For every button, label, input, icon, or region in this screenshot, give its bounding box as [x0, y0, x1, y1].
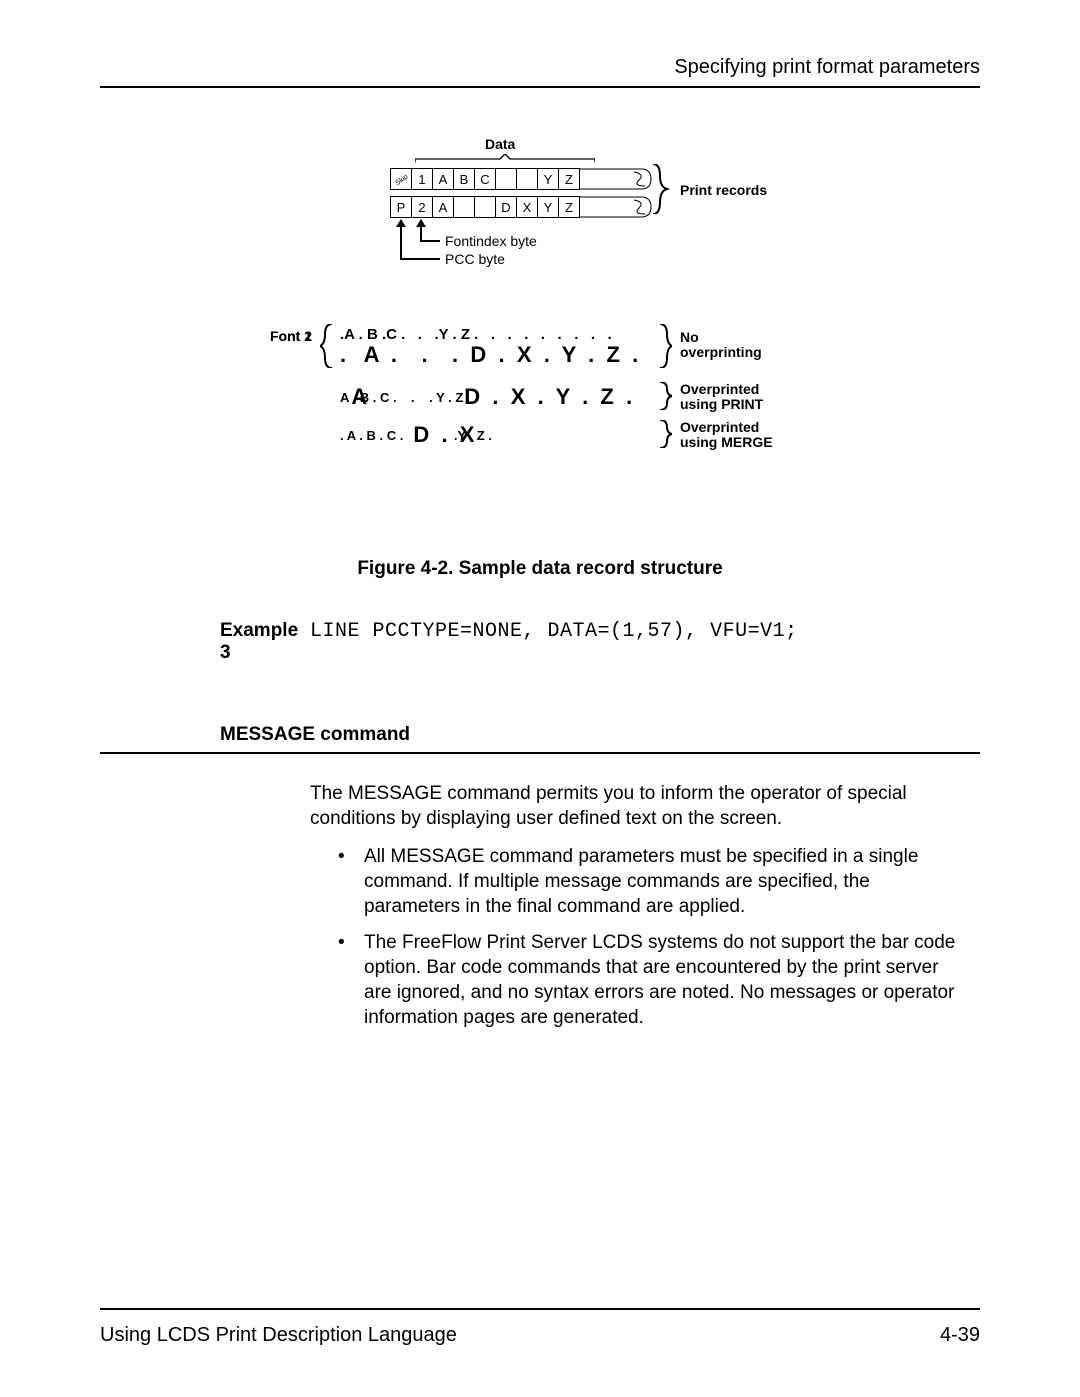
example-code: LINE PCCTYPE=NONE, DATA=(1,57), VFU=V1; — [310, 620, 798, 643]
footer-right: 4-39 — [940, 1324, 980, 1347]
data-top-brace — [415, 154, 595, 164]
record-row-1: Skip 1 A B C Y Z — [390, 168, 659, 190]
cell — [453, 196, 475, 218]
cell: C — [474, 168, 496, 190]
cell: X — [516, 196, 538, 218]
cell: A — [432, 196, 454, 218]
cell: B — [453, 168, 475, 190]
no-overprint-label: No overprinting — [680, 330, 762, 361]
cell — [495, 168, 517, 190]
over-print-label: Overprinted using PRINT — [680, 382, 763, 413]
section-bullet-list: All MESSAGE command parameters must be s… — [100, 845, 980, 1030]
tape-tail — [579, 196, 659, 218]
figure-caption: Figure 4-2. Sample data record structure — [100, 558, 980, 580]
list-item: The FreeFlow Print Server LCDS systems d… — [338, 931, 970, 1030]
record-row-2: P 2 A D X Y Z — [390, 196, 659, 218]
cell: Z — [558, 196, 580, 218]
cell — [516, 168, 538, 190]
pcc-label: PCC byte — [445, 251, 505, 267]
font2-label: Font 2 — [270, 328, 312, 344]
line — [400, 258, 440, 260]
brace-icon — [658, 420, 672, 448]
brace-icon — [658, 382, 672, 410]
header-title: Specifying print format parameters — [674, 56, 980, 79]
example-label: Example 3 — [100, 620, 310, 664]
overprint-merge-big: D . X — [340, 422, 474, 448]
cell: Y — [537, 168, 559, 190]
header-rule: Specifying print format parameters — [100, 56, 980, 88]
footer: Using LCDS Print Description Language 4-… — [100, 1308, 980, 1347]
cell: D — [495, 196, 517, 218]
diagram: Data Skip 1 A B C Y Z — [100, 138, 980, 498]
arrow-icon — [420, 220, 422, 242]
tape-tail — [579, 168, 659, 190]
cell: 2 — [411, 196, 433, 218]
fontindex-label: Fontindex byte — [445, 233, 537, 249]
cell: Y — [537, 196, 559, 218]
over-merge-label: Overprinted using MERGE — [680, 420, 773, 451]
cell: A — [432, 168, 454, 190]
brace-icon — [320, 324, 334, 368]
list-item: All MESSAGE command parameters must be s… — [338, 845, 970, 919]
brace-icon — [658, 324, 672, 368]
footer-left: Using LCDS Print Description Language — [100, 1324, 457, 1347]
section-heading: MESSAGE command — [100, 724, 980, 754]
cell: P — [390, 196, 412, 218]
cell — [474, 196, 496, 218]
overprint-print-big: A D . X . Y . Z . — [340, 384, 632, 410]
cell: 1 — [411, 168, 433, 190]
skip-icon: Skip — [390, 168, 412, 190]
page: Specifying print format parameters Data … — [0, 0, 1080, 1397]
example-row: Example 3 LINE PCCTYPE=NONE, DATA=(1,57)… — [100, 620, 980, 664]
data-label: Data — [485, 136, 515, 152]
svg-text:Skip: Skip — [394, 173, 409, 187]
line — [420, 240, 440, 242]
brace-icon — [650, 164, 670, 214]
print-records-label: Print records — [680, 182, 767, 198]
section-paragraph: The MESSAGE command permits you to infor… — [100, 782, 980, 831]
font2-line: . A . . . D . X . Y . Z . — [340, 342, 638, 368]
font1-line: .A . B .C . . .Y . Z . . . . . . . . . — [340, 326, 612, 343]
arrow-icon — [400, 220, 402, 260]
cell: Z — [558, 168, 580, 190]
